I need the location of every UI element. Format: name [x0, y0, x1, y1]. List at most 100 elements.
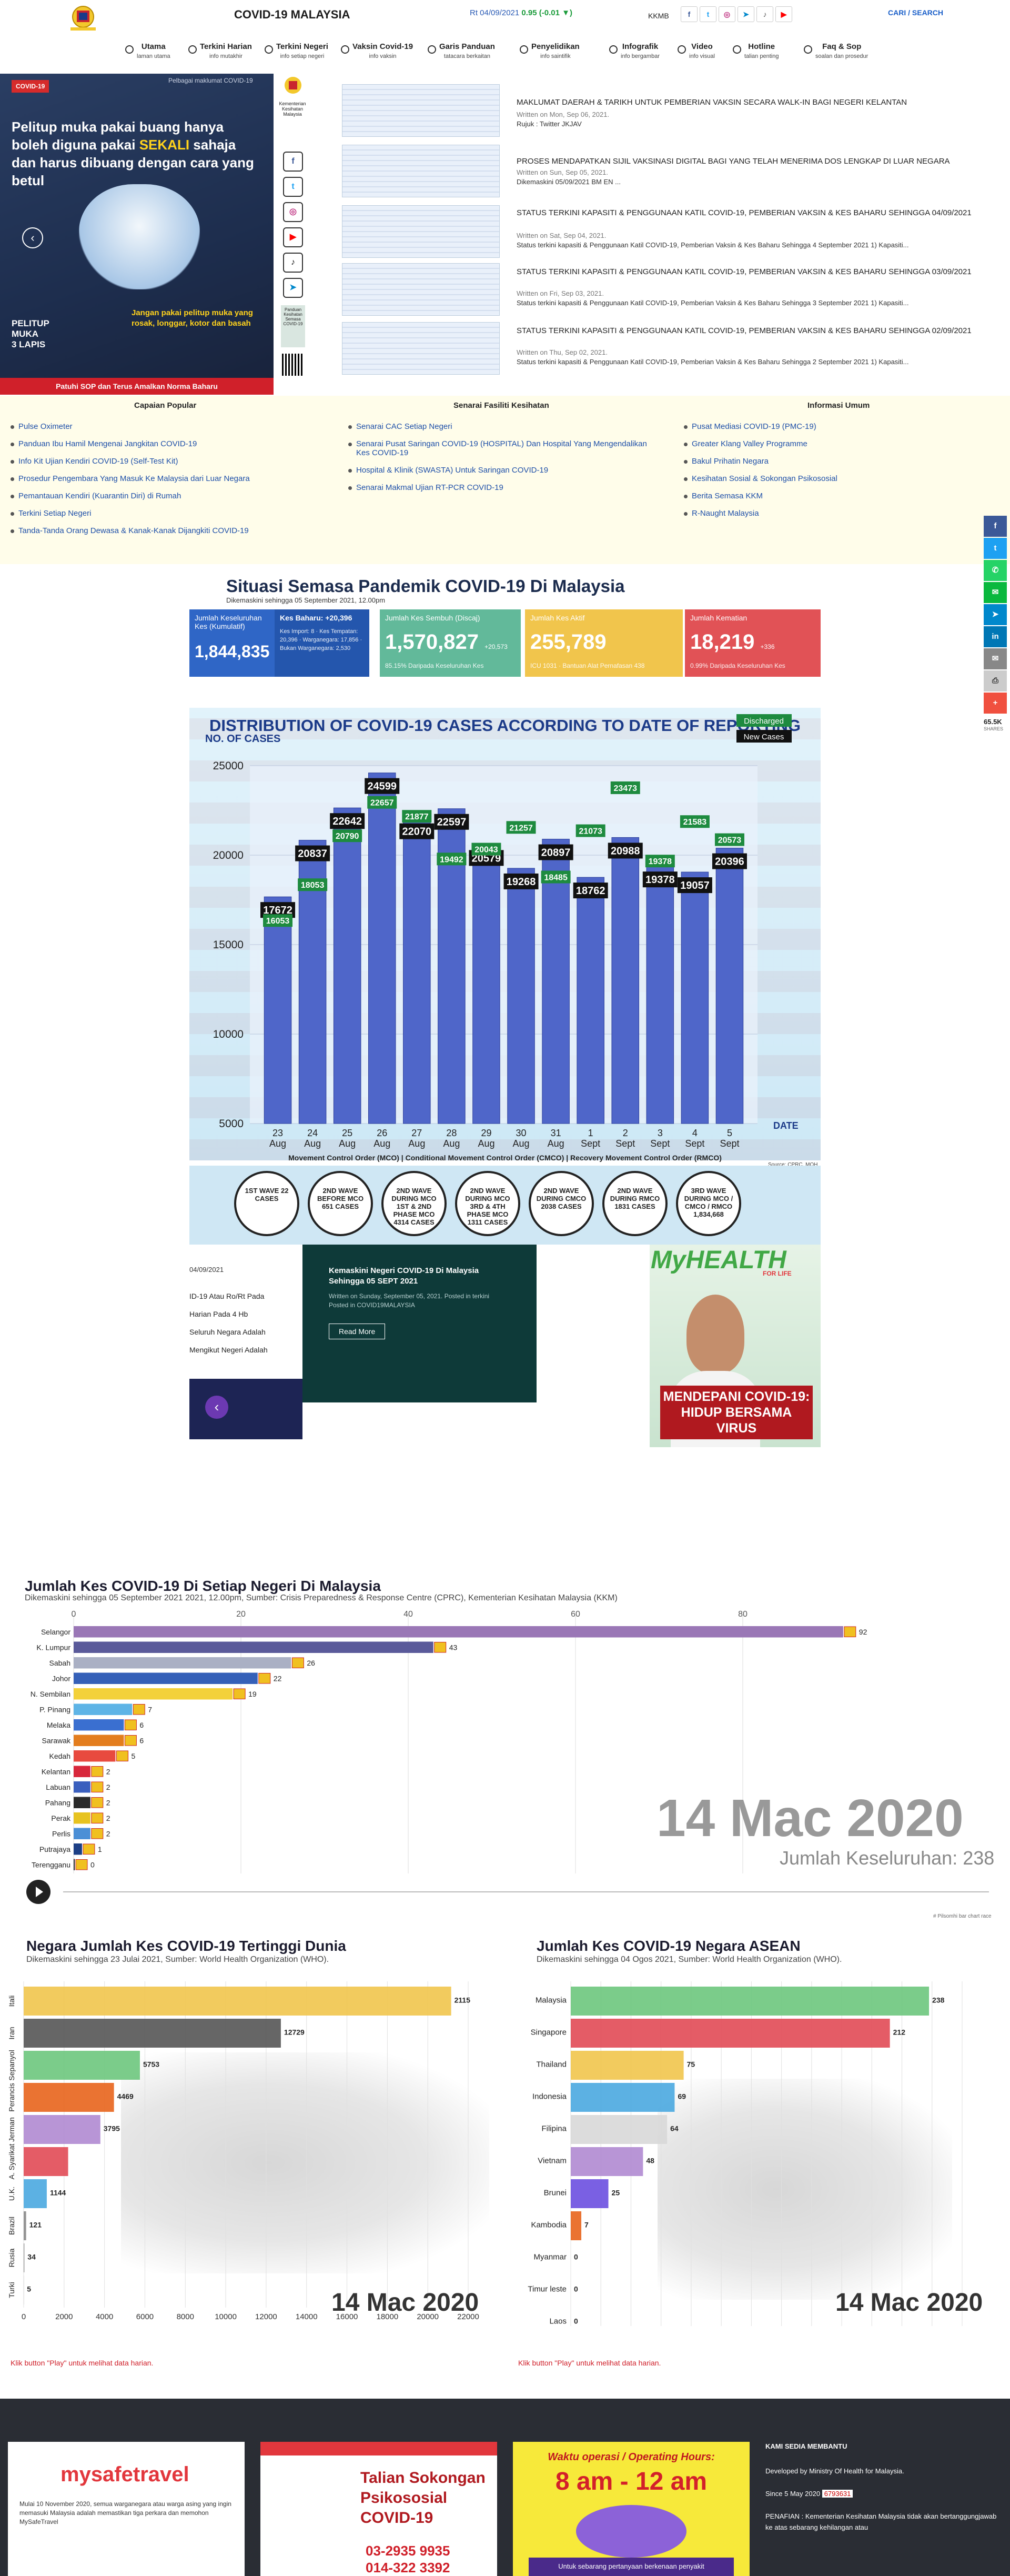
post-link[interactable]: ID-19 Atau Ro/Rt Pada: [189, 1292, 265, 1300]
quick-link[interactable]: Pemantauan Kendiri (Kuarantin Diri) di R…: [18, 492, 181, 500]
share-linkedin-icon[interactable]: in: [984, 626, 1007, 647]
telegram-icon[interactable]: ➤: [283, 278, 303, 298]
talian-card[interactable]: Talian Sokongan Psikososial COVID-19 03-…: [260, 2442, 497, 2576]
discharged-label: 20790: [336, 832, 359, 841]
quick-link[interactable]: Senarai Pusat Saringan COVID-19 (HOSPITA…: [356, 439, 647, 457]
post-link[interactable]: Seluruh Negara Adalah: [189, 1328, 266, 1336]
twitter-icon[interactable]: t: [283, 177, 303, 197]
kkm-crest-logo[interactable]: [63, 2, 103, 34]
share-more-icon[interactable]: +: [984, 693, 1007, 714]
country-bar: [571, 1987, 930, 2016]
featured-post-title[interactable]: Kemaskini Negeri COVID-19 Di Malaysia Se…: [329, 1266, 479, 1286]
news-title[interactable]: MAKLUMAT DAERAH & TARIKH UNTUK PEMBERIAN…: [517, 98, 907, 107]
tiktok-icon[interactable]: ♪: [283, 253, 303, 273]
distribution-chart: 5000 10000 15000 20000 25000 NO. OF CASES DATE…: [205, 714, 799, 1149]
slider-nav-panel: ‹: [189, 1379, 302, 1439]
slider-prev-icon[interactable]: ‹: [205, 1396, 228, 1419]
slider-prev-icon[interactable]: ‹: [22, 227, 43, 248]
quick-link[interactable]: Kesihatan Sosial & Sokongan Psikososial: [692, 474, 837, 483]
x-tick-label: Aug: [408, 1138, 425, 1149]
tiktok-icon[interactable]: ♪: [756, 6, 773, 22]
quick-link[interactable]: Pusat Mediasi COVID-19 (PMC-19): [692, 422, 816, 431]
nav-utama[interactable]: Utama laman utama: [125, 42, 170, 59]
discharged-label-box: [367, 796, 397, 809]
x-tick-label: 20000: [417, 2312, 439, 2321]
country-value: 212: [893, 2028, 906, 2037]
nav-terkini-negeri[interactable]: Terkini Negeri info setiap negeri: [265, 42, 328, 59]
panduan-badge[interactable]: Panduan Kesihatan Semasa COVID-19: [281, 305, 305, 347]
quick-link[interactable]: Prosedur Pengembara Yang Masuk Ke Malays…: [18, 474, 250, 483]
share-email-icon[interactable]: ✉: [984, 648, 1007, 669]
quick-link[interactable]: Terkini Setiap Negeri: [18, 509, 92, 518]
search-link[interactable]: CARI / SEARCH: [888, 8, 944, 17]
news-title[interactable]: STATUS TERKINI KAPASITI & PENGGUNAAN KAT…: [517, 326, 972, 335]
share-whatsapp-icon[interactable]: ✆: [984, 560, 1007, 581]
mysafetravel-card[interactable]: mysafetravel Mulai 10 November 2020, sem…: [8, 2442, 245, 2576]
site-title[interactable]: COVID-19 MALAYSIA: [234, 8, 350, 21]
instagram-icon[interactable]: ◎: [283, 202, 303, 222]
new-cases-label-box: [399, 823, 435, 839]
nav-terkini-harian[interactable]: Terkini Harian info mutakhir: [188, 42, 252, 59]
news-thumbnail[interactable]: [342, 205, 500, 258]
quick-link[interactable]: Senarai CAC Setiap Negeri: [356, 422, 452, 431]
state-label: Melaka: [47, 1721, 70, 1729]
youtube-icon[interactable]: ▶: [283, 227, 303, 247]
twitter-icon[interactable]: t: [700, 6, 716, 22]
country-value: 121: [29, 2221, 42, 2229]
post-link[interactable]: Harian Pada 4 Hb: [189, 1310, 248, 1318]
kkm-logo[interactable]: [280, 74, 306, 105]
nav-video[interactable]: Video info visual: [678, 42, 715, 59]
post-link[interactable]: Mengikut Negeri Adalah: [189, 1346, 268, 1354]
timeline-track[interactable]: [63, 1891, 989, 1892]
share-facebook-icon[interactable]: f: [984, 516, 1007, 537]
discharged-label-box: [471, 843, 501, 856]
instagram-icon[interactable]: ◎: [719, 6, 735, 22]
share-wechat-icon[interactable]: ✉: [984, 582, 1007, 603]
telegram-icon[interactable]: ➤: [738, 6, 754, 22]
facebook-icon[interactable]: f: [681, 6, 698, 22]
share-twitter-icon[interactable]: t: [984, 538, 1007, 559]
nav-vaksin[interactable]: Vaksin Covid-19 info vaksin: [341, 42, 413, 59]
discharged-label: 21257: [509, 824, 533, 833]
quick-link[interactable]: Greater Klang Valley Programme: [692, 439, 807, 448]
new-cases-bar: [403, 818, 431, 1124]
quick-link[interactable]: Info Kit Ujian Kendiri COVID-19 (Self-Te…: [18, 457, 178, 466]
hours-card[interactable]: Waktu operasi / Operating Hours: 8 am - …: [513, 2442, 750, 2576]
quick-link[interactable]: Panduan Ibu Hamil Mengenai Jangkitan COV…: [18, 439, 197, 448]
quick-link[interactable]: R-Naught Malaysia: [692, 509, 759, 518]
news-thumbnail[interactable]: [342, 84, 500, 137]
country-value: 64: [670, 2124, 679, 2133]
nav-hotline[interactable]: Hotline talian penting: [733, 42, 779, 59]
footer-text: KAMI SEDIA MEMBANTU Developed by Ministr…: [765, 2441, 997, 2533]
myhealth-banner[interactable]: MyHEALTH FOR LIFE MENDEPANI COVID-19: HI…: [650, 1245, 821, 1447]
nav-infografik[interactable]: Infografik info bergambar: [609, 42, 660, 59]
youtube-icon[interactable]: ▶: [775, 6, 792, 22]
news-title[interactable]: STATUS TERKINI KAPASITI & PENGGUNAAN KAT…: [517, 267, 972, 276]
news-thumbnail[interactable]: [342, 145, 500, 197]
bullet-icon: [11, 477, 14, 481]
quick-link[interactable]: Hospital & Klinik (SWASTA) Untuk Saringa…: [356, 466, 549, 475]
share-telegram-icon[interactable]: ➤: [984, 604, 1007, 625]
new-cases-label: 20837: [298, 848, 327, 860]
share-print-icon[interactable]: ⎙: [984, 670, 1007, 691]
news-title[interactable]: PROSES MENDAPATKAN SIJIL VAKSINASI DIGIT…: [517, 157, 950, 166]
nav-penyelidikan[interactable]: Penyelidikan info saintifik: [520, 42, 580, 59]
nav-garis-panduan[interactable]: Garis Panduan tatacara berkaitan: [428, 42, 495, 59]
x-tick-label: 10000: [215, 2312, 237, 2321]
nav-faq[interactable]: Faq & Sop soalan dan prosedur: [804, 42, 868, 59]
world-play-hint: Klik button "Play" untuk melihat data ha…: [11, 2359, 154, 2367]
quick-link[interactable]: Pulse Oximeter: [18, 422, 73, 431]
news-title[interactable]: STATUS TERKINI KAPASITI & PENGGUNAAN KAT…: [517, 208, 972, 217]
quick-link[interactable]: Tanda-Tanda Orang Dewasa & Kanak-Kanak D…: [18, 526, 249, 535]
quick-link[interactable]: Bakul Prihatin Negara: [692, 457, 769, 466]
news-thumbnail[interactable]: [342, 322, 500, 375]
play-button[interactable]: [26, 1880, 50, 1904]
news-thumbnail[interactable]: [342, 263, 500, 316]
new-cases-label-box: [295, 845, 330, 861]
hero-slider[interactable]: COVID-19 Pelbagai maklumat COVID-19 Peli…: [0, 74, 274, 395]
read-more-button[interactable]: Read More: [329, 1324, 386, 1339]
country-value: 5: [27, 2285, 31, 2293]
facebook-icon[interactable]: f: [283, 152, 303, 172]
quick-link[interactable]: Berita Semasa KKM: [692, 492, 763, 500]
quick-link[interactable]: Senarai Makmal Ujian RT-PCR COVID-19: [356, 483, 503, 492]
